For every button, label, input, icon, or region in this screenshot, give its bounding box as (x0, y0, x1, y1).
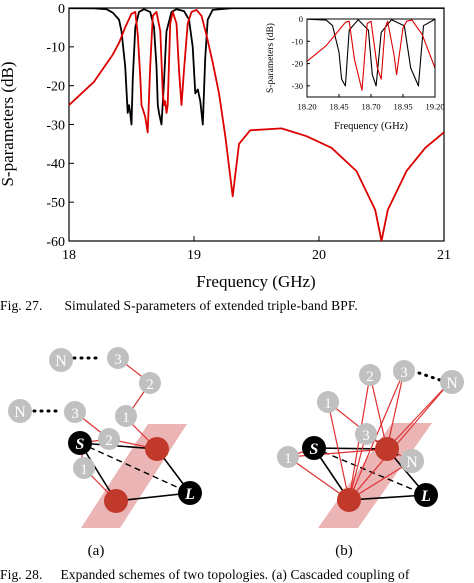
source-node-a: S (68, 431, 92, 455)
s-parameter-chart: 18 19 20 21 0 -10 -20 -30 -40 -50 -60 Frequency (G… (0, 2, 451, 291)
y-tick-label: 0 (58, 2, 65, 17)
inset-y-axis-title: S-parameters (dB) (265, 23, 276, 93)
inset-series-line-2 (307, 19, 435, 91)
inset-x-tick-label: 18.45 (329, 102, 348, 112)
x-tick-label: 18 (62, 248, 76, 263)
inset-y-tick-label: -20 (292, 59, 303, 69)
svg-text:S: S (310, 441, 319, 458)
svg-text:3: 3 (362, 428, 370, 444)
figure-27-label: Fig. 27. (0, 298, 43, 313)
y-axis-title: S-parameters (dB) (0, 61, 17, 186)
svg-text:1: 1 (324, 396, 332, 412)
node-1-low: 1 (73, 457, 95, 479)
svg-text:3: 3 (71, 406, 79, 422)
node-N-top: N (49, 348, 73, 372)
figure-28-label: Fig. 28. (0, 567, 43, 582)
load-node-b: L (414, 483, 438, 507)
node-3-top: 3 (107, 347, 129, 369)
node-N-right-b: N (440, 370, 464, 394)
panel-a-label: (a) (88, 543, 105, 559)
y-tick-label: -50 (46, 196, 65, 211)
node-3-b: 3 (393, 360, 415, 382)
svg-text:N: N (446, 375, 458, 392)
node-N-ring-b: N (400, 449, 424, 473)
svg-text:N: N (14, 404, 26, 421)
inset-x-tick-label: 18.20 (297, 102, 316, 112)
svg-text:N: N (406, 454, 418, 471)
panel-b: 2 3 N 1 1 3 N S L (b) (277, 360, 464, 559)
resonator-upper-a (145, 437, 169, 461)
figure-28-text: Expanded schemes of two topologies. (a) … (60, 567, 410, 582)
y-tick-label: -20 (46, 80, 65, 95)
inset-x-tick-label: 18.70 (361, 102, 380, 112)
x-axis-title: Frequency (GHz) (196, 272, 315, 291)
inset-x-axis-title: Frequency (GHz) (334, 121, 408, 132)
inset-series-line-1 (307, 19, 435, 87)
svg-text:2: 2 (105, 433, 113, 449)
load-node-a: L (178, 481, 202, 505)
svg-text:L: L (420, 488, 431, 505)
panel-a: N 3 2 1 N 3 2 1 S L (a) (8, 347, 202, 559)
panel-b-label: (b) (335, 543, 353, 559)
svg-text:3: 3 (114, 352, 122, 368)
resonator-band-a (81, 424, 187, 528)
figure-28-caption: Fig. 28. Expanded schemes of two topologi… (0, 567, 409, 583)
node-1-ring-b: 1 (277, 446, 299, 468)
svg-text:L: L (184, 486, 195, 503)
svg-text:1: 1 (122, 410, 130, 426)
svg-text:2: 2 (366, 369, 374, 385)
figure-27-text: Simulated S-parameters of extended tripl… (64, 298, 358, 313)
source-node-b: S (302, 436, 326, 460)
svg-text:1: 1 (80, 462, 88, 478)
svg-text:2: 2 (146, 377, 154, 393)
y-tick-label: -40 (46, 157, 65, 172)
node-N-mid: N (8, 399, 32, 423)
inset-x-tick-label: 18.95 (393, 102, 412, 112)
resonator-lower-b (337, 488, 361, 512)
svg-text:1: 1 (284, 451, 292, 467)
node-2-mid: 2 (98, 428, 120, 450)
node-3-ring-b: 3 (355, 423, 377, 445)
figure-27-caption: Fig. 27. Simulated S-parameters of extend… (0, 298, 358, 314)
topology-diagrams: N 3 2 1 N 3 2 1 S L (a) (8, 347, 464, 559)
y-tick-label: -60 (46, 235, 65, 250)
node-2-top: 2 (139, 372, 161, 394)
y-tick-label: -10 (46, 41, 65, 56)
x-tick-label: 19 (187, 248, 201, 263)
node-1-top: 1 (115, 405, 137, 427)
x-tick-label: 21 (437, 248, 451, 263)
inset-x-tick-label: 19.20 (425, 102, 444, 112)
x-tick-label: 20 (312, 248, 326, 263)
svg-text:3: 3 (400, 365, 408, 381)
inset-y-tick-label: 0 (299, 14, 303, 24)
node-2-b: 2 (359, 364, 381, 386)
svg-text:N: N (55, 353, 67, 370)
inset-y-tick-label: -10 (292, 36, 303, 46)
resonator-upper-b (375, 437, 399, 461)
resonator-lower-a (104, 489, 128, 513)
node-1-left-b: 1 (317, 391, 339, 413)
inset-y-tick-label: -30 (292, 81, 303, 91)
node-3-mid: 3 (64, 401, 86, 423)
y-tick-label: -30 (46, 118, 65, 133)
series-line-1 (69, 8, 444, 126)
svg-text:S: S (76, 436, 85, 453)
series-line-2 (69, 9, 444, 241)
